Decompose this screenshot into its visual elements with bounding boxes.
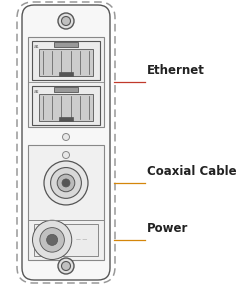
Text: Ethernet: Ethernet [147,64,205,77]
Circle shape [32,220,72,259]
Text: — —: — — [76,237,87,242]
Circle shape [58,13,74,29]
Bar [28,145,104,260]
Circle shape [58,258,74,274]
Circle shape [51,168,81,198]
Circle shape [61,17,70,25]
Text: Coaxial Cable: Coaxial Cable [147,165,237,178]
Circle shape [62,152,69,158]
Circle shape [40,228,64,252]
Text: a₂: a₂ [34,89,40,94]
Text: a₁: a₁ [34,44,40,49]
Circle shape [44,161,88,205]
Circle shape [57,174,75,192]
Bar [32,41,100,80]
Circle shape [47,234,58,245]
Bar [59,72,73,76]
Bar [39,49,93,76]
Bar [32,86,100,125]
Bar [34,224,98,256]
Circle shape [61,262,70,270]
Circle shape [62,133,69,141]
Bar [54,42,78,47]
Bar [39,94,93,121]
Bar [28,37,104,127]
Circle shape [62,179,70,187]
Bar [59,117,73,121]
Bar [54,87,78,92]
FancyBboxPatch shape [22,5,110,280]
Text: Power: Power [147,222,188,235]
